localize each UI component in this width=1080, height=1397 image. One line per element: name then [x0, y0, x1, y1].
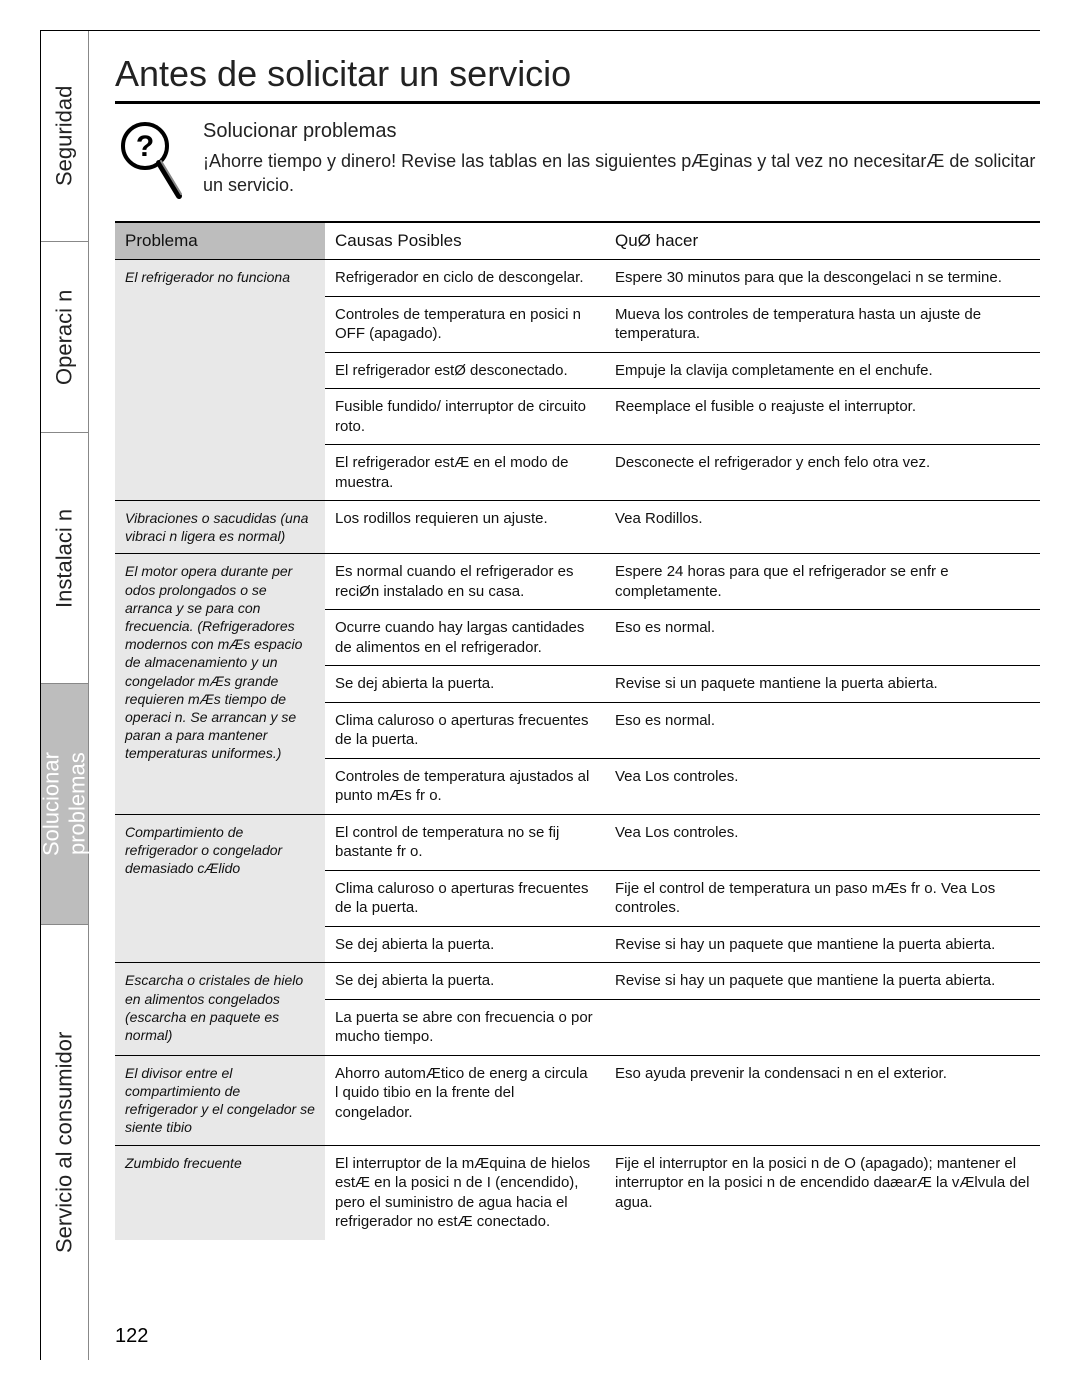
solution-cell: Espere 24 horas para que el refrigerador… [605, 554, 1040, 610]
solution-cell: Empuje la clavija completamente en el en… [605, 352, 1040, 389]
cause-cell: Ahorro automÆtico de energ a circula l q… [325, 1055, 605, 1145]
col-problema: Problema [115, 222, 325, 260]
solution-cell: Revise si hay un paquete que mantiene la… [605, 926, 1040, 963]
tab-seguridad[interactable]: Seguridad [41, 31, 88, 241]
cause-cell: Se dej abierta la puerta. [325, 666, 605, 703]
magnifier-icon: ? [115, 118, 185, 203]
solution-cell: Vea Los controles. [605, 814, 1040, 870]
cause-cell: El interruptor de la mÆquina de hielos e… [325, 1145, 605, 1240]
table-row: El motor opera durante per odos prolonga… [115, 554, 1040, 610]
intro-row: ? Solucionar problemas ¡Ahorre tiempo y … [115, 118, 1040, 203]
solution-cell: Reemplace el fusible o reajuste el inter… [605, 389, 1040, 445]
solution-cell: Espere 30 minutos para que la descongela… [605, 260, 1040, 297]
table-row: El refrigerador no funcionaRefrigerador … [115, 260, 1040, 297]
cause-cell: Controles de temperatura en posici n OFF… [325, 296, 605, 352]
cause-cell: Refrigerador en ciclo de descongelar. [325, 260, 605, 297]
troubleshoot-table: Problema Causas Posibles QuØ hacer El re… [115, 221, 1040, 1240]
solution-cell: Eso es normal. [605, 610, 1040, 666]
solution-cell: Vea Los controles. [605, 758, 1040, 814]
tab-solucionar[interactable]: Solucionar problemas [41, 684, 88, 924]
cause-cell: Se dej abierta la puerta. [325, 926, 605, 963]
intro-body: ¡Ahorre tiempo y dinero! Revise las tabl… [203, 149, 1040, 198]
page-title: Antes de solicitar un servicio [115, 53, 1040, 104]
cause-cell: La puerta se abre con frecuencia o por m… [325, 999, 605, 1055]
solution-cell: Fije el interruptor en la posici n de O … [605, 1145, 1040, 1240]
cause-cell: Fusible fundido/ interruptor de circuito… [325, 389, 605, 445]
cause-cell: Es normal cuando el refrigerador es reci… [325, 554, 605, 610]
table-row: El divisor entre el compartimiento de re… [115, 1055, 1040, 1145]
problem-cell: El divisor entre el compartimiento de re… [115, 1055, 325, 1145]
cause-cell: El refrigerador estØ desconectado. [325, 352, 605, 389]
cause-cell: El refrigerador estÆ en el modo de muest… [325, 445, 605, 501]
intro-text: Solucionar problemas ¡Ahorre tiempo y di… [203, 118, 1040, 198]
solution-cell: Vea Rodillos. [605, 501, 1040, 554]
cause-cell: Los rodillos requieren un ajuste. [325, 501, 605, 554]
table-row: Zumbido frecuenteEl interruptor de la mÆ… [115, 1145, 1040, 1240]
solution-cell: Mueva los controles de temperatura hasta… [605, 296, 1040, 352]
col-causas: Causas Posibles [325, 222, 605, 260]
problem-cell: Compartimiento de refrigerador o congela… [115, 814, 325, 963]
cause-cell: Clima caluroso o aperturas frecuentes de… [325, 870, 605, 926]
table-row: Vibraciones o sacudidas (una vibraci n l… [115, 501, 1040, 554]
tab-instalacion[interactable]: Instalaci n [41, 433, 88, 683]
solution-cell: Eso ayuda prevenir la condensaci n en el… [605, 1055, 1040, 1145]
problem-cell: El refrigerador no funciona [115, 260, 325, 501]
tab-servicio[interactable]: Servicio al consumidor [41, 925, 88, 1360]
page-number: 122 [115, 1325, 148, 1348]
cause-cell: Controles de temperatura ajustados al pu… [325, 758, 605, 814]
page-frame: Seguridad Operaci n Instalaci n Solucion… [40, 30, 1040, 1360]
problem-cell: Vibraciones o sacudidas (una vibraci n l… [115, 501, 325, 554]
solution-cell: Eso es normal. [605, 702, 1040, 758]
cause-cell: El control de temperatura no se fij bast… [325, 814, 605, 870]
solution-cell: Fije el control de temperatura un paso m… [605, 870, 1040, 926]
problem-cell: Escarcha o cristales de hielo en aliment… [115, 963, 325, 1056]
svg-text:?: ? [136, 130, 154, 163]
problem-cell: Zumbido frecuente [115, 1145, 325, 1240]
tab-operacion[interactable]: Operaci n [41, 242, 88, 432]
cause-cell: Clima caluroso o aperturas frecuentes de… [325, 702, 605, 758]
table-row: Compartimiento de refrigerador o congela… [115, 814, 1040, 870]
col-que: QuØ hacer [605, 222, 1040, 260]
intro-heading: Solucionar problemas [203, 118, 1040, 145]
side-tabs: Seguridad Operaci n Instalaci n Solucion… [41, 31, 89, 1360]
problem-cell: El motor opera durante per odos prolonga… [115, 554, 325, 815]
table-row: Escarcha o cristales de hielo en aliment… [115, 963, 1040, 1000]
solution-cell: Revise si hay un paquete que mantiene la… [605, 963, 1040, 1000]
solution-cell: Revise si un paquete mantiene la puerta … [605, 666, 1040, 703]
solution-cell [605, 999, 1040, 1055]
cause-cell: Se dej abierta la puerta. [325, 963, 605, 1000]
solution-cell: Desconecte el refrigerador y ench felo o… [605, 445, 1040, 501]
content-area: Antes de solicitar un servicio ? Solucio… [89, 31, 1040, 1360]
cause-cell: Ocurre cuando hay largas cantidades de a… [325, 610, 605, 666]
